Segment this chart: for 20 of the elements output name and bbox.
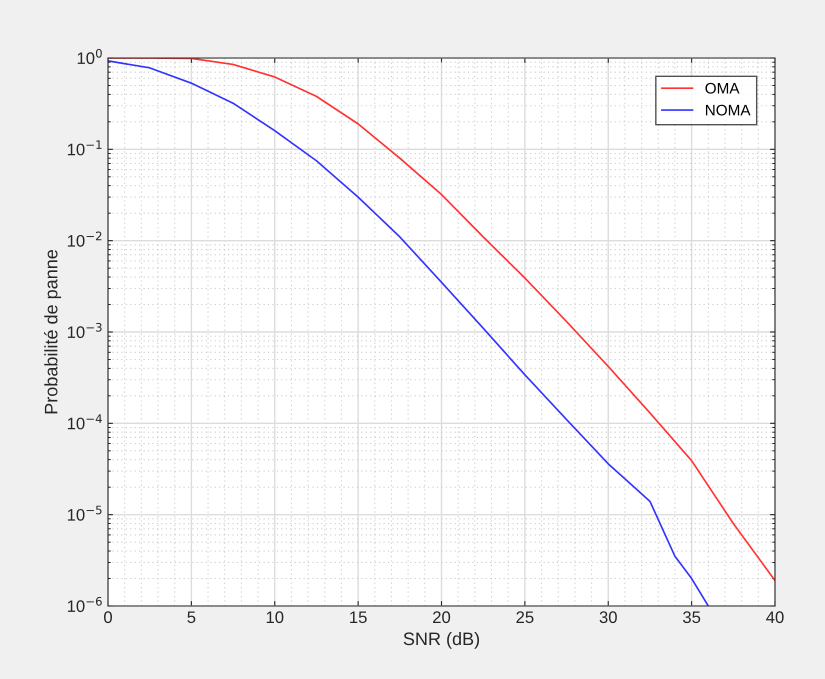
legend-label: OMA <box>705 82 740 94</box>
legend-label: NOMA <box>706 104 751 116</box>
y-tick-label: 10$^{−5}$ <box>68 506 102 521</box>
y-axis-title: Probabilité de panne <box>44 250 62 414</box>
x-tick-label: 20 <box>433 611 450 624</box>
x-axis-title: SNR (dB) <box>404 632 480 649</box>
x-tick-label: 15 <box>350 611 367 624</box>
x-tick-label: 25 <box>516 611 534 624</box>
x-tick-label: 10 <box>266 611 284 624</box>
x-tick-label: 35 <box>682 611 700 624</box>
y-tick-label: 10$^{−2}$ <box>68 232 102 247</box>
x-tick-label: 30 <box>600 611 617 624</box>
y-tick-label: 10$^{0}$ <box>78 48 102 64</box>
x-tick-label: 40 <box>766 611 784 624</box>
y-tick-label: 10$^{−4}$ <box>68 414 102 430</box>
y-tick-label: 10$^{−1}$ <box>68 140 102 156</box>
x-tick-label: 5 <box>187 611 196 624</box>
y-tick-label: 10$^{−6}$ <box>68 596 102 612</box>
x-tick-label: 0 <box>104 611 112 624</box>
y-tick-label: 10$^{−3}$ <box>68 322 102 338</box>
